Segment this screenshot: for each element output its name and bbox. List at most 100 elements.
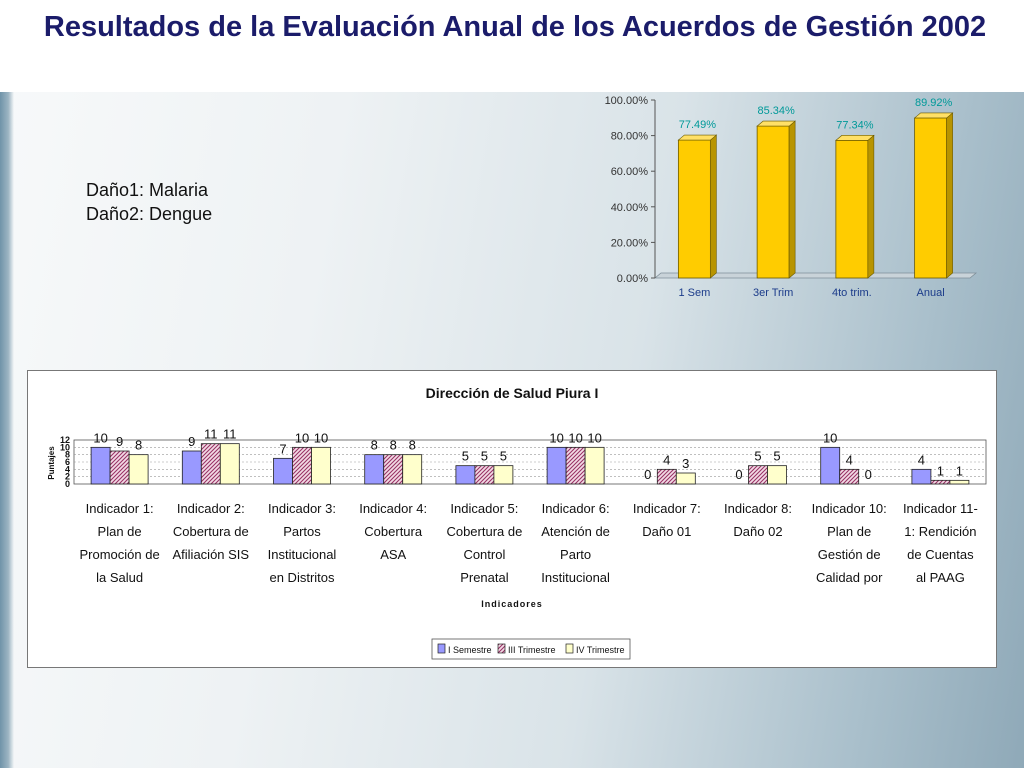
chart2-ytick-label: 6 <box>65 457 70 467</box>
chart1-bar-side <box>867 134 875 279</box>
chart2-xtick-label: 1: Rendición <box>904 524 976 539</box>
chart1-bar <box>677 139 711 279</box>
chart1-xtick-label: 3er Trim <box>753 287 793 299</box>
chart2-bar <box>200 443 221 485</box>
chart2-xtick-label: Indicador 11- <box>903 501 978 516</box>
chart2-bar <box>90 446 111 485</box>
chart1-ytick-label: 100.00% <box>605 95 649 107</box>
chart2-xtick-label: Indicador 7: <box>633 501 701 516</box>
chart1-xtick-label: 1 Sem <box>678 287 710 299</box>
chart2-data-label: 5 <box>754 449 761 464</box>
chart2-data-label: 10 <box>568 430 582 445</box>
chart2-data-label: 10 <box>93 430 107 445</box>
chart2-bar <box>109 450 130 485</box>
legend-box <box>431 638 631 660</box>
chart1-data-label: 77.49% <box>679 119 717 131</box>
chart2-bar <box>656 468 677 485</box>
chart2-bar <box>675 472 696 485</box>
chart2-xtick-label: Cobertura <box>364 524 423 539</box>
chart2-xtick-label: Institucional <box>268 547 337 562</box>
annual-results-chart: 0.00% 20.00% 40.00% 60.00% 80.00% 100.00% 77.4… <box>605 95 978 299</box>
chart2-title: Dirección de Salud Piura I <box>426 385 599 401</box>
chart2-xtick-label: Promoción de <box>79 547 159 562</box>
chart2-xtick-label: Indicador 2: <box>177 501 245 516</box>
chart2-xtick-label: Indicador 8: <box>724 501 792 516</box>
chart2-xtick-label: al PAAG <box>916 570 965 585</box>
chart2-data-label: 4 <box>918 452 925 467</box>
chart2-data-label: 5 <box>500 449 507 464</box>
chart2-data-label: 0 <box>644 467 651 482</box>
chart2-bar <box>292 446 312 485</box>
chart2-bar <box>911 468 932 485</box>
slide-edge-decoration <box>0 92 14 768</box>
chart2-bar <box>364 454 385 485</box>
note-dano2: Daño2: Dengue <box>86 204 213 224</box>
chart2-xtick-label: Plan de <box>827 524 871 539</box>
chart2-ylabel: Puntajes <box>47 446 56 480</box>
chart2-bar <box>820 446 841 485</box>
chart2-data-label: 11 <box>204 427 218 442</box>
chart1-ytick-label: 40.00% <box>611 202 649 214</box>
chart2-xtick-label: Atención de <box>541 524 610 539</box>
chart1-bar <box>914 117 948 279</box>
chart1-bar-side <box>788 120 796 279</box>
chart1-bar-side <box>946 112 953 279</box>
chart2-xtick-label: Control <box>463 547 505 562</box>
chart2-data-label: 8 <box>135 438 142 453</box>
chart2-data-label: 1 <box>956 463 963 478</box>
notes-box: Daño1: Malaria Daño2: Dengue <box>86 178 212 226</box>
chart2-xtick-label: la Salud <box>96 570 143 585</box>
chart2-xlabel: Indicadores <box>481 599 543 609</box>
chart2-data-label: 10 <box>314 430 328 445</box>
chart2-data-label: 8 <box>390 438 397 453</box>
chart2-ytick-label: 10 <box>60 442 70 452</box>
chart2-bar <box>930 479 951 485</box>
chart1-ytick-label: 60.00% <box>611 166 649 178</box>
chart2-bar <box>584 446 605 485</box>
indicators-chart: Dirección de Salud Piura I024681012Punta… <box>47 385 987 660</box>
chart2-xtick-label: Partos <box>283 524 321 539</box>
chart2-data-label: 10 <box>295 430 309 445</box>
chart2-bar <box>546 446 567 485</box>
slide-title: Resultados de la Evaluación Anual de los… <box>43 11 987 43</box>
chart2-xtick-label: Gestión de <box>818 547 881 562</box>
chart2-bar <box>839 468 860 485</box>
chart2-data-label: 10 <box>549 430 563 445</box>
chart2-xtick-label: Daño 01 <box>642 524 691 539</box>
chart2-bar <box>311 446 331 485</box>
chart2-ytick-label: 12 <box>60 435 70 445</box>
chart2-xtick-label: Indicador 6: <box>542 501 610 516</box>
chart1-bar-top <box>677 134 718 141</box>
chart2-bar <box>767 465 787 485</box>
chart2-data-label: 4 <box>846 452 853 467</box>
chart2-xtick-label: Prenatal <box>460 570 509 585</box>
legend-label: I Semestre <box>448 645 492 655</box>
chart2-data-label: 10 <box>823 430 837 445</box>
chart2-data-label: 10 <box>587 430 601 445</box>
legend-label: III Trimestre <box>508 645 556 655</box>
chart1-ytick-label: 80.00% <box>611 131 649 143</box>
chart1-bar-side <box>710 134 717 279</box>
chart2-bar <box>219 443 240 485</box>
chart2-bar <box>383 454 404 485</box>
chart2-legend: I Semestre III Trimestre IV Trimestre <box>431 638 631 660</box>
chart1-xtick-label: 4to trim. <box>832 287 872 299</box>
chart2-xtick-label: Indicador 3: <box>268 501 336 516</box>
chart2-data-label: 8 <box>371 438 378 453</box>
chart2-data-label: 5 <box>481 449 488 464</box>
chart2-bar <box>128 454 149 485</box>
chart2-ytick-label: 4 <box>65 464 70 474</box>
chart2-xtick-label: en Distritos <box>269 570 335 585</box>
chart1-ytick-label: 20.00% <box>611 237 649 249</box>
chart1-data-label: 77.34% <box>836 119 874 131</box>
chart1-bar-top <box>835 135 875 141</box>
legend-swatch <box>437 643 446 654</box>
chart2-bar <box>565 446 586 485</box>
chart2-bar <box>181 450 202 485</box>
chart2-ytick-label: 2 <box>65 472 70 482</box>
chart2-data-label: 9 <box>188 434 195 449</box>
chart2-xtick-label: Institucional <box>541 570 610 585</box>
chart2-xtick-label: Parto <box>560 547 591 562</box>
chart2-xtick-label: Calidad por <box>816 570 883 585</box>
chart2-xtick-label: Daño 02 <box>733 524 782 539</box>
